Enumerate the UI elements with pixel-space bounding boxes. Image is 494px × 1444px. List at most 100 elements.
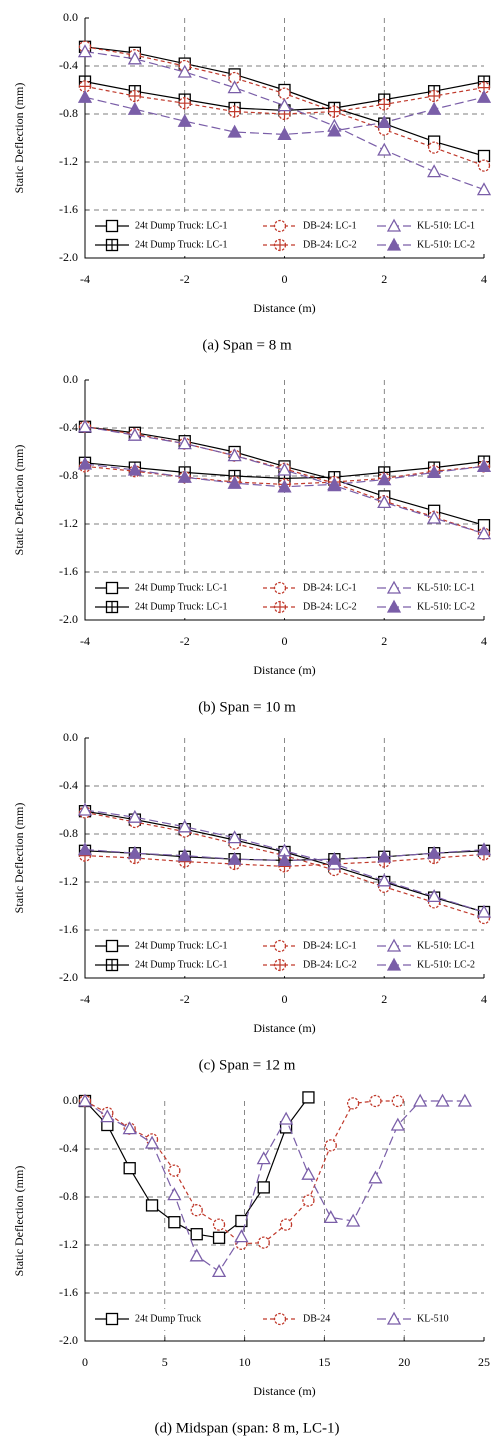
y-axis-label: Static Deflection (mm) [12,1166,26,1277]
legend-label: DB-24: LC-2 [303,959,357,970]
marker-shape [177,113,192,127]
marker [127,845,142,859]
marker [212,1231,226,1244]
legend-background [93,936,478,976]
y-tick-label: -2.0 [59,970,78,984]
marker-shape [167,1187,182,1201]
x-tick-label: -4 [80,992,90,1006]
marker-shape [144,1135,160,1149]
marker [377,115,392,129]
y-tick-label: 0.0 [63,730,78,744]
marker [177,436,192,450]
marker [100,1109,115,1123]
axis [84,1101,484,1342]
y-tick-label: -0.4 [59,58,78,72]
marker [177,469,192,483]
marker [427,89,441,103]
x-axis-label: Distance (m) [253,1021,315,1035]
marker-cross [229,106,241,118]
x-tick-label: 4 [481,992,487,1006]
x-tick-label: 0 [282,992,288,1006]
marker-cross [274,601,286,613]
marker-shape [368,1170,383,1184]
marker [386,237,402,251]
marker [386,580,402,594]
marker-shape [127,51,142,65]
marker [212,1218,226,1231]
marker-shape [177,469,192,483]
x-tick-label: 2 [381,272,387,286]
marker-shape [277,127,292,141]
marker [178,97,191,110]
marker [386,957,402,971]
marker [177,848,192,862]
marker [190,1228,203,1241]
marker [177,819,192,833]
marker [277,98,292,112]
marker [273,1312,287,1326]
y-tick-label: -0.4 [59,1141,78,1155]
marker [435,1093,450,1107]
marker-shape [324,1139,337,1152]
marker-shape [386,580,402,594]
marker-shape [177,64,192,78]
marker-shape [177,436,192,450]
marker-shape [273,219,287,233]
y-tick-label: -0.8 [59,826,78,840]
marker-shape [227,124,242,138]
marker-shape [346,1213,361,1227]
marker [227,80,242,94]
marker-shape [127,462,142,476]
marker [427,465,442,479]
marker [105,581,119,595]
legend-background [93,216,478,256]
marker [105,939,119,953]
marker [273,581,287,595]
x-tick-label: 15 [318,1355,330,1369]
x-tick-label: 2 [381,634,387,648]
y-tick-label: 0.0 [63,1093,78,1107]
marker-cross [106,239,118,251]
marker [346,1213,361,1227]
marker [476,526,492,540]
marker-shape [177,819,192,833]
marker [327,123,342,137]
marker-shape [327,477,342,491]
legend-label: KL-510: LC-2 [417,601,475,612]
series-line [84,1100,465,1273]
marker-shape [105,939,119,953]
marker [427,101,442,115]
marker [77,802,93,816]
marker-shape [273,581,287,595]
marker-shape [227,830,242,844]
legend-label: DB-24: LC-1 [303,582,357,593]
marker-shape [235,1214,248,1228]
marker [234,1229,249,1243]
marker [273,939,287,953]
legend-label: 24t Dump Truck: LC-1 [135,601,228,612]
marker-shape [386,599,402,613]
marker-cross [378,98,390,110]
legend-label: DB-24 [303,1313,330,1324]
marker [377,142,392,156]
marker-cross [428,90,440,102]
legend-label: DB-24: LC-1 [303,220,357,231]
marker-shape [390,1117,405,1131]
marker [227,830,242,844]
marker-shape [234,1229,249,1243]
marker-cross [179,97,191,109]
marker [105,219,119,233]
marker [279,1218,293,1231]
legend-label: KL-510 [417,1313,449,1324]
marker [105,600,119,614]
marker [273,958,287,972]
legend-label: 24t Dump Truck [135,1313,201,1324]
marker [190,1204,203,1217]
marker-shape [177,848,192,862]
marker [127,462,142,476]
legend-label: 24t Dump Truck: LC-1 [135,239,228,250]
caption: (c) Span = 12 m [199,1057,296,1073]
marker-shape [256,1151,271,1165]
x-tick-label: 4 [481,272,487,286]
marker-shape [211,1264,227,1278]
